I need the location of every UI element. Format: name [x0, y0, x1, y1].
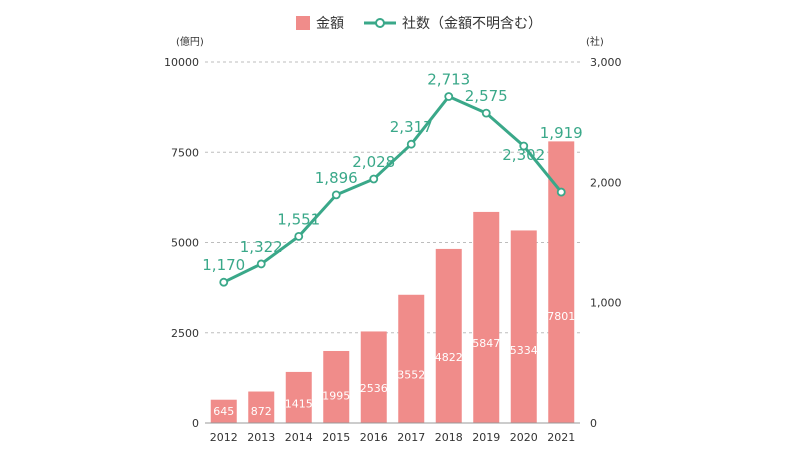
line-point	[219, 277, 229, 287]
line-data-label: 2,317	[390, 118, 433, 136]
bar-data-label: 645	[213, 405, 234, 418]
bar-data-label: 5847	[472, 337, 500, 350]
x-tick-label: 2018	[435, 431, 463, 444]
x-tick-label: 2021	[547, 431, 575, 444]
bar	[285, 371, 312, 423]
legend-bar-swatch	[296, 16, 310, 30]
line-point	[556, 187, 566, 197]
x-tick-label: 2016	[360, 431, 388, 444]
bar	[398, 294, 425, 423]
line-point	[406, 139, 416, 149]
y-left-tick-label: 2500	[171, 327, 199, 340]
y-left-tick-label: 0	[192, 417, 199, 430]
line-data-label: 1,170	[202, 256, 245, 274]
bar	[435, 248, 462, 423]
y-right-tick-label: 2,000	[590, 176, 622, 189]
x-tick-label: 2013	[247, 431, 275, 444]
bar-data-label: 2536	[360, 382, 388, 395]
bar-data-label: 1415	[285, 398, 313, 411]
legend: 金額 社数（金額不明含む）	[296, 16, 542, 32]
bar-data-label: 5334	[510, 344, 538, 357]
bar-data-label: 872	[251, 405, 272, 418]
line-data-label: 1,551	[277, 210, 320, 228]
y-right-unit: (社)	[586, 35, 604, 48]
bar-data-label: 1995	[322, 390, 350, 403]
y-right-tick-label: 0	[590, 417, 597, 430]
x-tick-label: 2019	[472, 431, 500, 444]
bar-data-label: 3552	[397, 368, 425, 381]
bar	[210, 399, 237, 423]
x-tick-label: 2015	[322, 431, 350, 444]
line-point	[369, 174, 379, 184]
x-tick-label: 2020	[510, 431, 538, 444]
y-right-axis: 0 1,000 2,000 3,000	[590, 56, 622, 430]
y-left-tick-label: 7500	[171, 146, 199, 159]
line-data-label: 1,896	[315, 169, 358, 187]
y-left-unit: (億円)	[176, 35, 204, 48]
series-line	[223, 95, 563, 284]
line-point	[331, 190, 341, 200]
line-point	[294, 231, 304, 241]
y-left-tick-label: 10000	[164, 56, 199, 69]
line-data-label: 1,322	[240, 238, 283, 256]
bar	[473, 211, 500, 423]
line-point	[519, 141, 529, 151]
x-tick-label: 2014	[285, 431, 313, 444]
bar	[548, 141, 575, 423]
line-point	[256, 259, 266, 269]
line-data-label: 2,028	[352, 153, 395, 171]
bar-labels: 645 872 1415 1995 2536 3552 4822 5847 5334 7801	[213, 310, 575, 418]
x-tick-label: 2012	[210, 431, 238, 444]
line-data-label: 2,713	[427, 71, 470, 89]
line-point	[444, 92, 454, 101]
legend-bar-label: 金額	[316, 16, 344, 32]
line-series	[219, 92, 566, 287]
bar-series	[210, 141, 575, 423]
bar	[248, 391, 275, 423]
bar-data-label: 4822	[435, 351, 463, 364]
y-left-tick-label: 5000	[171, 237, 199, 250]
line-data-label: 2,302	[502, 146, 545, 164]
line-data-label: 2,575	[465, 87, 508, 105]
y-right-tick-label: 1,000	[590, 297, 622, 310]
line-point	[481, 108, 491, 118]
legend-line-marker	[375, 18, 385, 28]
x-tick-label: 2017	[397, 431, 425, 444]
bar	[360, 331, 387, 423]
line-data-label: 1,919	[540, 124, 583, 142]
bar	[323, 350, 350, 423]
y-right-tick-label: 3,000	[590, 56, 622, 69]
legend-line-label: 社数（金額不明含む）	[402, 16, 542, 32]
x-axis: 2012 2013 2014 2015 2016 2017 2018 2019 2020 2021	[210, 431, 576, 444]
y-left-axis: 0 2500 5000 7500 10000	[164, 56, 199, 430]
bar	[510, 230, 537, 423]
bar-data-label: 7801	[547, 310, 575, 323]
